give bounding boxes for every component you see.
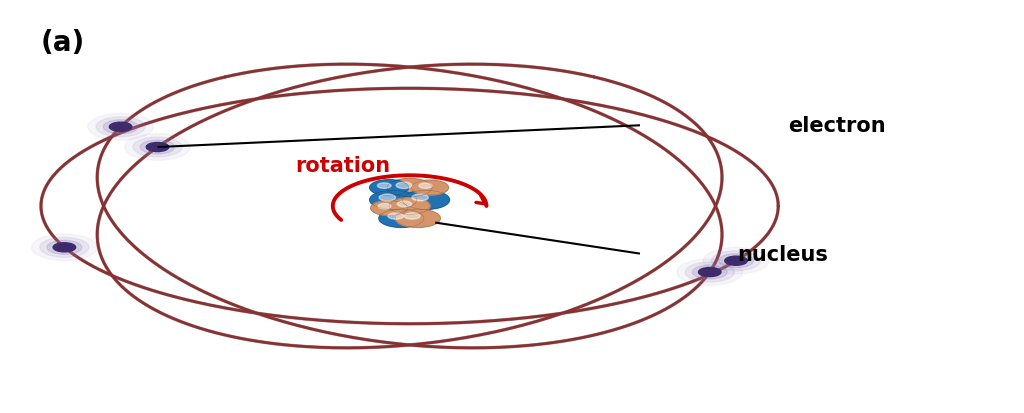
Circle shape <box>379 195 395 201</box>
Text: electron: electron <box>788 116 886 136</box>
Circle shape <box>371 201 408 216</box>
Circle shape <box>402 191 450 210</box>
Circle shape <box>396 183 412 189</box>
Circle shape <box>140 141 175 155</box>
Circle shape <box>146 143 169 152</box>
Circle shape <box>685 263 734 282</box>
Text: rotation: rotation <box>296 155 390 175</box>
Circle shape <box>378 204 391 209</box>
Circle shape <box>698 268 721 277</box>
Circle shape <box>103 121 138 135</box>
Circle shape <box>32 235 97 261</box>
Circle shape <box>40 238 89 258</box>
Circle shape <box>412 180 449 195</box>
Circle shape <box>53 243 76 252</box>
Circle shape <box>725 256 748 266</box>
Circle shape <box>692 266 727 280</box>
Circle shape <box>387 179 432 197</box>
Circle shape <box>419 184 432 189</box>
Circle shape <box>378 183 391 189</box>
Text: (a): (a) <box>41 29 85 57</box>
Text: nucleus: nucleus <box>737 244 828 264</box>
Circle shape <box>96 118 145 138</box>
Circle shape <box>88 114 154 141</box>
Circle shape <box>719 254 754 268</box>
Circle shape <box>389 198 430 215</box>
Circle shape <box>110 123 132 132</box>
Circle shape <box>397 202 412 207</box>
Circle shape <box>370 191 417 210</box>
Circle shape <box>370 180 409 196</box>
Circle shape <box>125 135 190 161</box>
Circle shape <box>395 210 440 228</box>
Circle shape <box>379 210 424 228</box>
Circle shape <box>404 213 420 220</box>
Circle shape <box>703 248 769 274</box>
Circle shape <box>47 241 82 255</box>
Circle shape <box>412 195 428 201</box>
Circle shape <box>712 251 761 271</box>
Circle shape <box>388 213 403 220</box>
Circle shape <box>677 259 742 286</box>
Circle shape <box>133 138 182 158</box>
